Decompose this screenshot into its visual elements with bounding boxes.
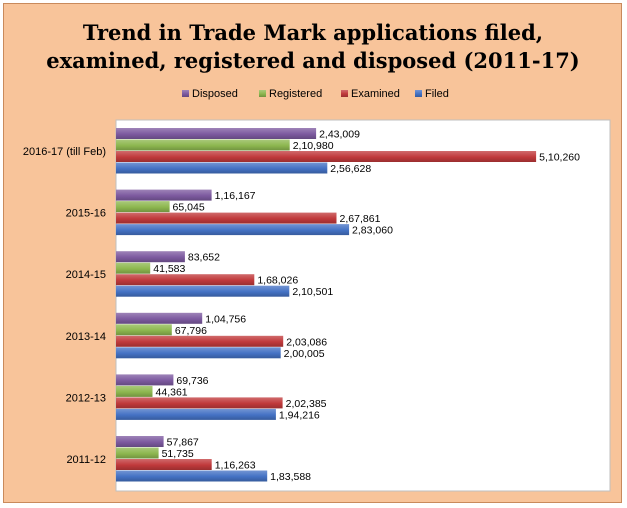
legend-swatch-filed [415, 90, 422, 97]
value-label-filed-2011-12: 1,83,588 [270, 471, 311, 483]
value-label-disposed-2012-13: 69,736 [176, 375, 208, 387]
value-label-examined-2011-12: 1,16,263 [215, 460, 256, 472]
legend-label-examined: Examined [351, 88, 400, 100]
category-label-2013-14: 2013-14 [66, 331, 106, 343]
chart-title-line-1: Trend in Trade Mark applications filed, [83, 20, 543, 45]
value-label-examined-2012-13: 2,02,385 [286, 398, 327, 410]
legend-swatch-disposed [182, 90, 189, 97]
value-label-filed-2014-15: 2,10,501 [292, 286, 333, 298]
bar-examined-2016-17-till-feb [116, 151, 537, 162]
bar-disposed-2012-13 [116, 374, 174, 386]
bar-disposed-2014-15 [116, 251, 185, 263]
value-label-registered-2016-17-till-feb: 2,10,980 [293, 140, 334, 152]
value-label-registered-2013-14: 67,796 [175, 325, 207, 337]
value-label-disposed-2016-17-till-feb: 2,43,009 [319, 129, 360, 141]
bar-filed-2014-15 [116, 285, 290, 297]
legend-label-filed: Filed [425, 88, 449, 100]
bar-examined-2012-13 [116, 397, 283, 409]
category-label-2012-13: 2012-13 [66, 392, 106, 404]
value-label-registered-2011-12: 51,735 [162, 448, 194, 460]
category-label-2014-15: 2014-15 [66, 269, 106, 281]
bar-registered-2012-13 [116, 385, 153, 397]
plot-area [115, 119, 611, 492]
value-label-examined-2015-16: 2,67,861 [340, 213, 381, 225]
legend-label-registered: Registered [269, 88, 322, 100]
category-label-2015-16: 2015-16 [66, 208, 106, 220]
value-label-disposed-2014-15: 83,652 [188, 252, 220, 264]
bar-registered-2011-12 [116, 447, 159, 459]
bar-layer [116, 128, 537, 482]
bar-filed-2012-13 [116, 408, 276, 420]
value-label-filed-2016-17-till-feb: 2,56,628 [330, 163, 371, 175]
bar-examined-2011-12 [116, 459, 212, 470]
value-label-registered-2015-16: 65,045 [173, 202, 205, 214]
bar-disposed-2011-12 [116, 436, 164, 447]
bar-filed-2015-16 [116, 224, 350, 236]
bar-registered-2015-16 [116, 201, 170, 213]
bar-examined-2014-15 [116, 274, 255, 286]
value-label-examined-2014-15: 1,68,026 [257, 275, 298, 287]
value-label-filed-2012-13: 1,94,216 [279, 409, 320, 421]
bar-filed-2016-17-till-feb [116, 162, 328, 174]
legend-label-disposed: Disposed [192, 88, 238, 100]
value-label-filed-2013-14: 2,00,005 [284, 348, 325, 360]
value-label-examined-2016-17-till-feb: 5,10,260 [539, 152, 580, 164]
legend-swatch-registered [259, 90, 266, 97]
bar-disposed-2013-14 [116, 312, 203, 324]
value-label-disposed-2013-14: 1,04,756 [205, 313, 246, 325]
bar-examined-2013-14 [116, 335, 284, 347]
bar-disposed-2016-17-till-feb [116, 128, 317, 139]
value-label-examined-2013-14: 2,03,086 [286, 336, 327, 348]
bar-registered-2016-17-till-feb [116, 139, 290, 151]
chart-frame: Trend in Trade Mark applications filed, … [3, 3, 622, 503]
bar-filed-2013-14 [116, 347, 281, 359]
value-label-disposed-2011-12: 57,867 [167, 437, 199, 449]
category-label-2011-12: 2011-12 [66, 454, 106, 466]
chart-svg: Trend in Trade Mark applications filed, … [23, 20, 611, 492]
value-label-registered-2014-15: 41,583 [153, 263, 185, 275]
bar-disposed-2015-16 [116, 189, 212, 201]
chart-title-line-2: examined, registered and disposed (2011-… [46, 48, 580, 73]
legend-swatch-examined [341, 90, 348, 97]
value-label-registered-2012-13: 44,361 [156, 386, 188, 398]
bar-registered-2014-15 [116, 262, 151, 274]
value-label-filed-2015-16: 2,83,060 [352, 225, 393, 237]
bar-registered-2013-14 [116, 324, 172, 336]
bar-filed-2011-12 [116, 470, 268, 482]
category-label-2016-17-till-feb: 2016-17 (till Feb) [23, 146, 106, 158]
chart-legend: Disposed Registered Examined Filed [182, 88, 449, 100]
value-label-disposed-2015-16: 1,16,167 [215, 190, 256, 202]
bar-examined-2015-16 [116, 212, 337, 224]
